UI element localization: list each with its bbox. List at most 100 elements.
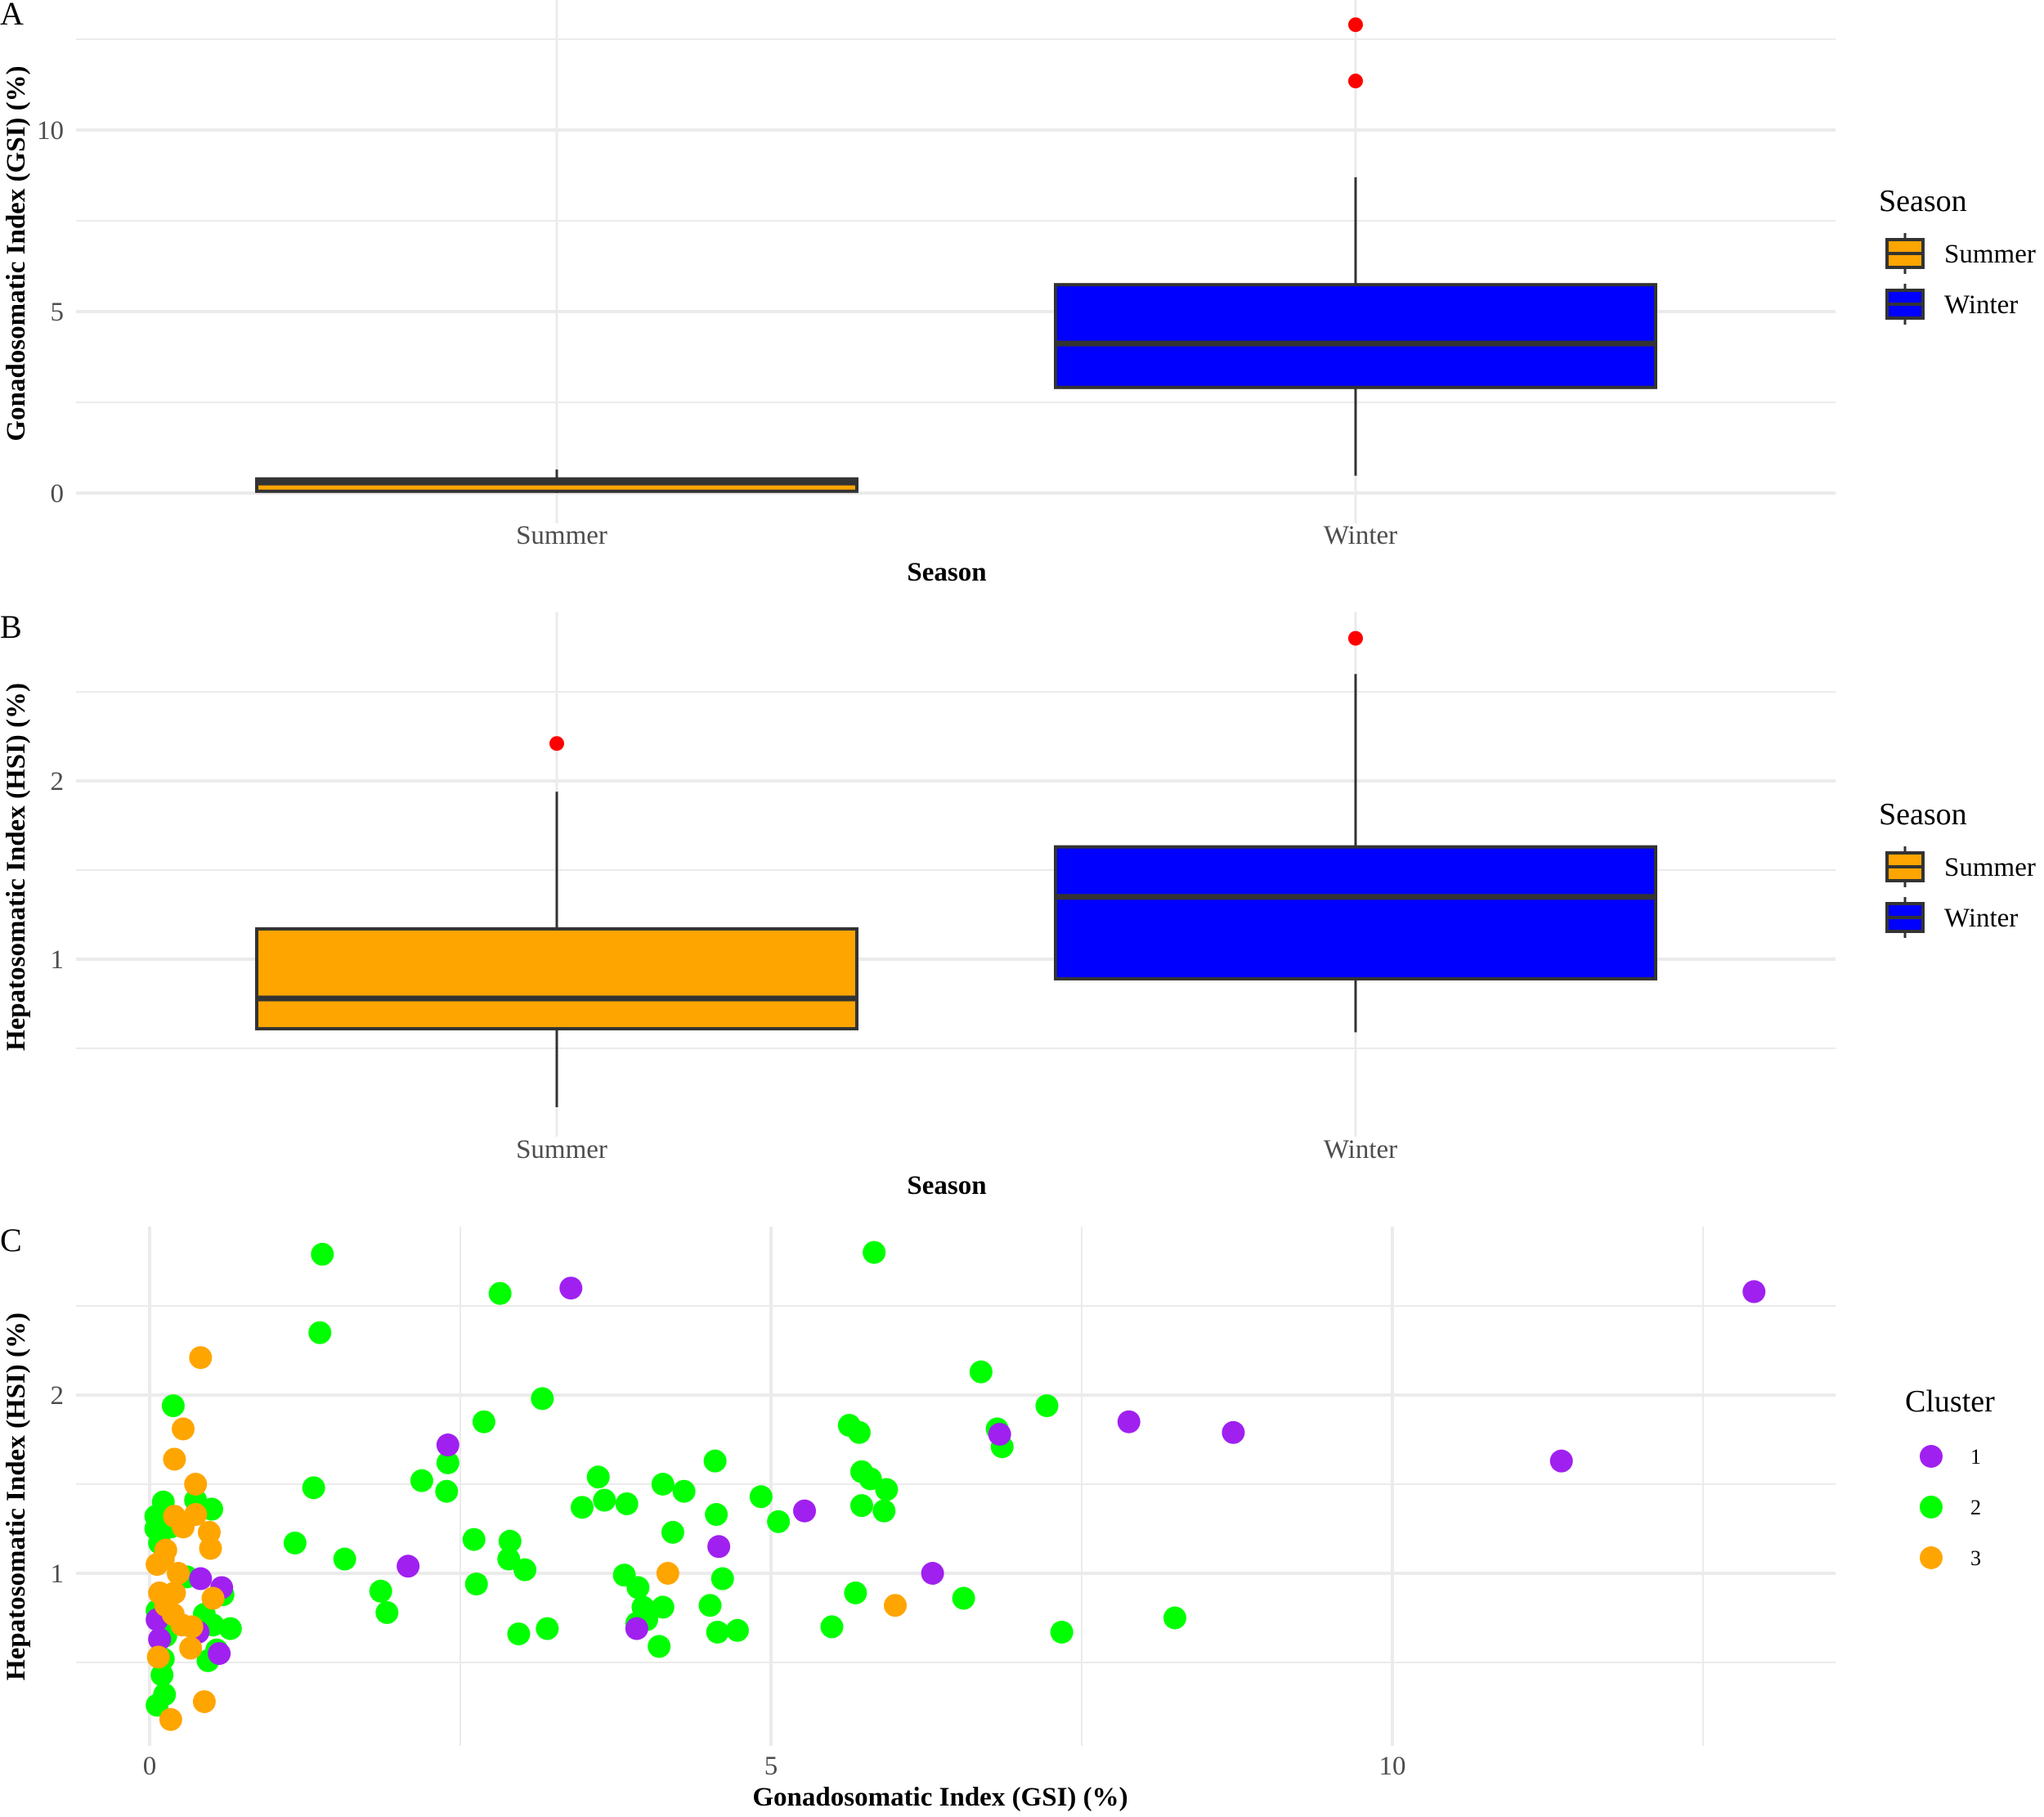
legend-label-summer: Summer — [1944, 853, 2036, 882]
cluster-3-point — [199, 1537, 222, 1560]
cluster-2-point — [648, 1635, 671, 1658]
legend-label-winter: Winter — [1944, 904, 2018, 933]
cluster-1-point — [1742, 1280, 1766, 1303]
panel-c-y-ticks: 12 — [51, 1381, 65, 1589]
cluster-3-point — [170, 1613, 194, 1637]
cluster-2-point — [513, 1558, 537, 1581]
panel-b-y-ticks: 12 — [51, 767, 65, 975]
cluster-3-point — [192, 1689, 216, 1713]
cluster-2-point — [488, 1281, 512, 1305]
cluster-2-point — [311, 1242, 334, 1266]
cluster-2-point — [710, 1567, 734, 1590]
cluster-2-point — [872, 1499, 896, 1523]
legend-key-dot — [1920, 1445, 1943, 1468]
legend-key-dot — [1920, 1496, 1943, 1519]
cluster-2-point — [410, 1469, 433, 1492]
cluster-3-point — [179, 1636, 203, 1660]
cluster-2-point — [472, 1410, 495, 1433]
cluster-3-point — [884, 1594, 907, 1617]
cluster-2-point — [498, 1529, 522, 1553]
cluster-2-point — [626, 1576, 650, 1599]
y-tick-label: 1 — [51, 945, 65, 975]
cluster-2-point — [844, 1581, 867, 1604]
cluster-2-point — [863, 1240, 886, 1264]
cluster-2-point — [161, 1394, 185, 1418]
cluster-2-point — [146, 1694, 169, 1717]
cluster-2-point — [749, 1485, 773, 1509]
cluster-1-point — [397, 1555, 420, 1578]
panel-a-grid — [76, 0, 1836, 523]
panel-a-x-axis-title: Season — [907, 558, 986, 587]
y-tick-label: 0 — [51, 479, 65, 509]
x-tick-label: 0 — [143, 1752, 157, 1781]
cluster-1-point — [1549, 1449, 1573, 1473]
cluster-3-point — [189, 1346, 213, 1370]
cluster-2-point — [283, 1531, 307, 1555]
legend-label-winter: Winter — [1944, 290, 2018, 320]
cluster-1-point — [1117, 1410, 1141, 1433]
x-tick-label: 5 — [764, 1752, 778, 1781]
cluster-1-point — [988, 1422, 1011, 1446]
cluster-2-point — [651, 1595, 675, 1619]
cluster-2-point — [847, 1420, 871, 1444]
legend-label-cluster-3: 3 — [1970, 1546, 1981, 1570]
cluster-2-point — [497, 1547, 521, 1571]
outlier-point — [1348, 630, 1363, 646]
x-tick-label: Summer — [516, 1135, 607, 1164]
y-tick-label: 5 — [51, 298, 65, 327]
legend-label-summer: Summer — [1944, 240, 2036, 269]
cluster-3-point — [172, 1515, 195, 1539]
cluster-2-point — [586, 1465, 610, 1489]
legend-label-cluster-1: 1 — [1970, 1445, 1981, 1469]
cluster-2-point — [218, 1617, 242, 1640]
box-winter — [1054, 283, 1657, 389]
y-tick-label: 2 — [51, 767, 65, 796]
cluster-2-point — [308, 1321, 332, 1344]
cluster-2-point — [767, 1510, 791, 1533]
panel-c-x-ticks: 0 5 10 — [143, 1752, 1406, 1781]
cluster-2-point — [464, 1572, 488, 1596]
outlier-point — [1348, 17, 1363, 33]
panel-a-y-axis-title: Gonadosomatic Index (GSI) (%) — [2, 65, 31, 441]
cluster-2-point — [705, 1503, 728, 1527]
panel-b-boxes — [255, 630, 1657, 1107]
panel-a-legend-title: Season — [1879, 184, 1967, 218]
panel-c-x-axis-title: Gonadosomatic Index (GSI) (%) — [752, 1783, 1127, 1812]
cluster-2-point — [369, 1579, 392, 1603]
box-summer — [255, 926, 858, 1031]
cluster-2-point — [820, 1615, 844, 1639]
cluster-2-point — [150, 1663, 174, 1687]
x-tick-label: Winter — [1324, 1135, 1397, 1164]
cluster-1-point — [625, 1617, 648, 1640]
cluster-2-point — [570, 1496, 594, 1519]
panel-b-x-ticks: Summer Winter — [516, 1135, 1397, 1164]
panel-c-grid — [76, 1227, 1836, 1746]
cluster-2-point — [507, 1622, 531, 1646]
cluster-2-point — [615, 1492, 639, 1515]
cluster-2-point — [969, 1360, 993, 1384]
panel-a-boxes — [255, 17, 1657, 493]
panel-a-gsi-boxplot: A 0 5 10 Summer Winter Gonadosomatic Index … — [0, 0, 2036, 587]
cluster-2-point — [651, 1473, 675, 1496]
panel-b-label: B — [0, 608, 22, 645]
cluster-1-point — [559, 1276, 583, 1300]
cluster-2-point — [1163, 1606, 1186, 1630]
cluster-2-point — [1050, 1620, 1074, 1644]
cluster-3-point — [166, 1562, 190, 1585]
cluster-2-point — [849, 1494, 873, 1518]
cluster-3-point — [159, 1707, 182, 1731]
cluster-2-point — [858, 1467, 882, 1491]
cluster-3-point — [172, 1417, 195, 1441]
cluster-3-point — [146, 1645, 170, 1669]
cluster-1-point — [189, 1567, 213, 1590]
cluster-1-point — [707, 1535, 731, 1559]
cluster-2-point — [462, 1528, 486, 1551]
cluster-2-point — [536, 1617, 559, 1640]
cluster-3-point — [184, 1473, 208, 1496]
cluster-2-point — [952, 1586, 975, 1610]
outlier-point — [1348, 74, 1363, 89]
panel-c-points — [144, 1240, 1766, 1731]
box-winter — [1054, 845, 1657, 980]
legend-key-dot — [1920, 1546, 1943, 1569]
